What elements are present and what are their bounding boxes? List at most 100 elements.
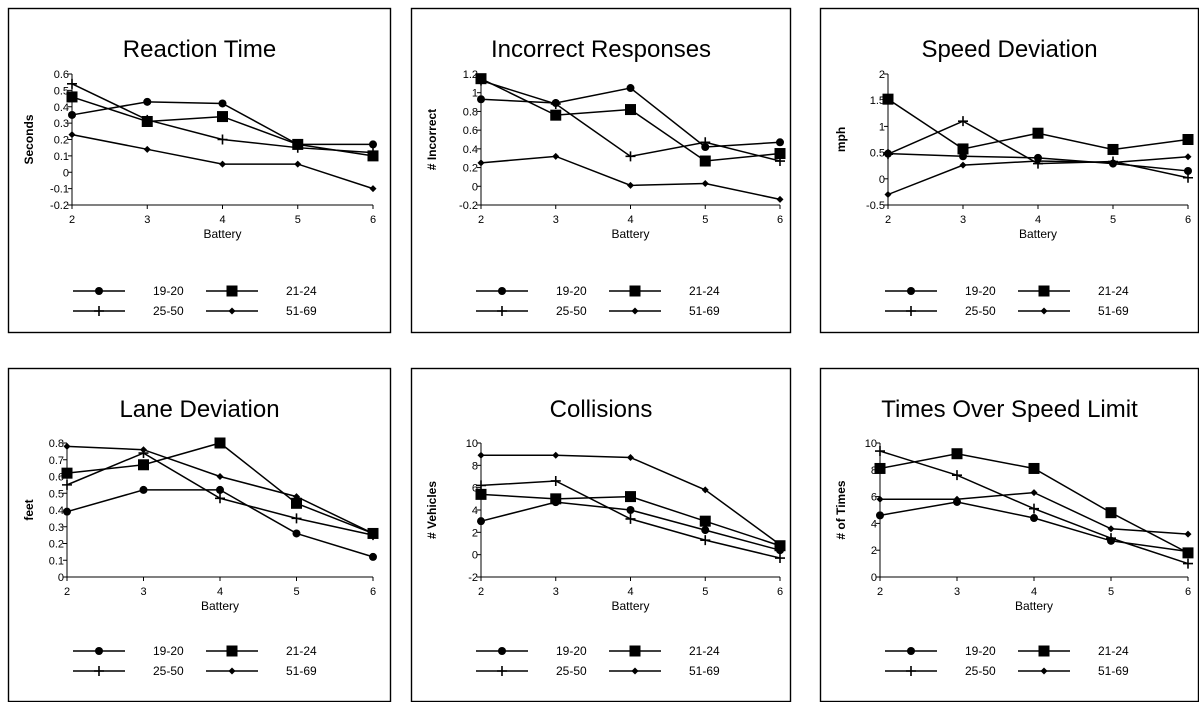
y-tick-label: 0.5	[54, 85, 69, 97]
x-tick-label: 5	[702, 586, 708, 598]
chart-title: Times Over Speed Limit	[881, 396, 1138, 423]
x-tick-label: 5	[1110, 214, 1116, 226]
legend-label: 51-69	[1098, 304, 1129, 318]
x-tick-label: 6	[1185, 214, 1191, 226]
data-point	[959, 161, 967, 169]
data-point	[883, 149, 893, 160]
data-point	[138, 459, 149, 471]
x-axis-label: Battery	[1019, 227, 1057, 241]
legend-label: 51-69	[286, 304, 317, 318]
data-point	[1107, 143, 1119, 155]
data-point	[699, 515, 711, 527]
legend-entry: 51-69	[1018, 664, 1129, 678]
y-tick-label: 8	[871, 465, 877, 477]
data-point	[369, 529, 377, 537]
data-point	[1183, 172, 1193, 183]
y-tick-label: 10	[865, 438, 877, 450]
data-point	[1029, 503, 1039, 514]
x-tick-label: 5	[1108, 586, 1114, 598]
data-point	[293, 493, 300, 501]
data-point	[550, 493, 562, 505]
y-tick-label: 0.4	[54, 102, 69, 114]
data-point	[700, 535, 711, 546]
data-point	[477, 159, 485, 167]
chart-panel-4: Lane Deviation0.80.70.60.50.40.30.20.102…	[7, 367, 392, 702]
data-point	[1109, 159, 1117, 167]
data-point	[294, 160, 302, 168]
y-tick-label: 0.2	[54, 135, 69, 147]
data-point	[477, 451, 485, 459]
series-51-69	[68, 131, 377, 193]
legend-marker	[498, 287, 506, 295]
chart-title: Speed Deviation	[921, 36, 1097, 63]
y-tick-label: 0.1	[54, 151, 69, 163]
data-point	[1106, 533, 1116, 544]
data-point	[774, 148, 786, 160]
y-axis-label: Seconds	[22, 114, 36, 164]
data-point	[143, 145, 151, 153]
legend-marker	[907, 287, 915, 295]
data-point	[142, 114, 153, 125]
series-51-69	[876, 489, 1192, 538]
data-point	[217, 134, 228, 145]
data-point	[701, 179, 709, 187]
legend-marker	[629, 285, 641, 297]
x-tick-label: 3	[960, 214, 966, 226]
y-tick-label: 1	[472, 88, 478, 100]
legend-label: 51-69	[1098, 664, 1129, 678]
legend-label: 25-50	[965, 664, 996, 678]
data-point	[876, 511, 884, 520]
legend-label: 25-50	[965, 304, 996, 318]
data-point	[625, 151, 636, 162]
data-point	[550, 98, 561, 109]
data-point	[776, 195, 784, 203]
legend-marker	[906, 666, 916, 676]
series-51-69	[477, 451, 784, 549]
data-point	[215, 493, 225, 504]
series-19-20	[63, 485, 377, 561]
y-tick-label: -0.2	[459, 200, 478, 212]
legend-entry: 25-50	[73, 664, 184, 678]
data-point	[1032, 127, 1044, 139]
x-axis-label: Battery	[611, 227, 649, 241]
chart-frame	[7, 7, 392, 334]
data-point	[1105, 507, 1117, 519]
y-tick-label: 0	[879, 174, 885, 186]
x-tick-label: 2	[64, 586, 70, 598]
legend-label: 19-20	[556, 644, 587, 658]
data-point	[1183, 558, 1193, 569]
data-point	[776, 138, 784, 147]
y-tick-label: 1	[879, 121, 885, 133]
legend-marker	[95, 287, 103, 295]
data-point	[552, 451, 560, 459]
chart-title: Collisions	[550, 396, 653, 423]
x-tick-label: 6	[370, 586, 376, 598]
data-point	[291, 497, 302, 509]
x-tick-label: 6	[777, 586, 783, 598]
data-point	[217, 111, 228, 123]
data-point	[1034, 157, 1042, 165]
legend-label: 25-50	[153, 664, 184, 678]
x-tick-label: 4	[219, 214, 225, 226]
x-axis-label: Battery	[203, 227, 241, 241]
data-point	[1107, 525, 1115, 533]
legend-entry: 25-50	[885, 664, 996, 678]
y-tick-label: 0.5	[49, 488, 64, 500]
data-point	[958, 116, 968, 127]
chart-title: Lane Deviation	[119, 396, 279, 423]
chart-title: Incorrect Responses	[491, 36, 711, 63]
chart-panel-1: Reaction Time 0.6 0.5 0.4 0.3 0.2 0.1 0 -0.1 -0.2…	[7, 7, 392, 334]
data-point	[476, 75, 486, 86]
data-point	[218, 99, 227, 108]
legend-label: 19-20	[153, 644, 184, 658]
legend-marker	[631, 667, 639, 675]
legend-marker	[497, 666, 507, 676]
legend-label: 21-24	[1098, 284, 1129, 298]
x-tick-label: 6	[370, 214, 376, 226]
legend-marker	[1040, 307, 1048, 315]
series-21-24	[882, 93, 1194, 155]
series-51-69	[477, 152, 784, 203]
data-point	[477, 95, 485, 104]
data-point	[625, 104, 636, 116]
y-axis-label: feet	[22, 499, 36, 520]
